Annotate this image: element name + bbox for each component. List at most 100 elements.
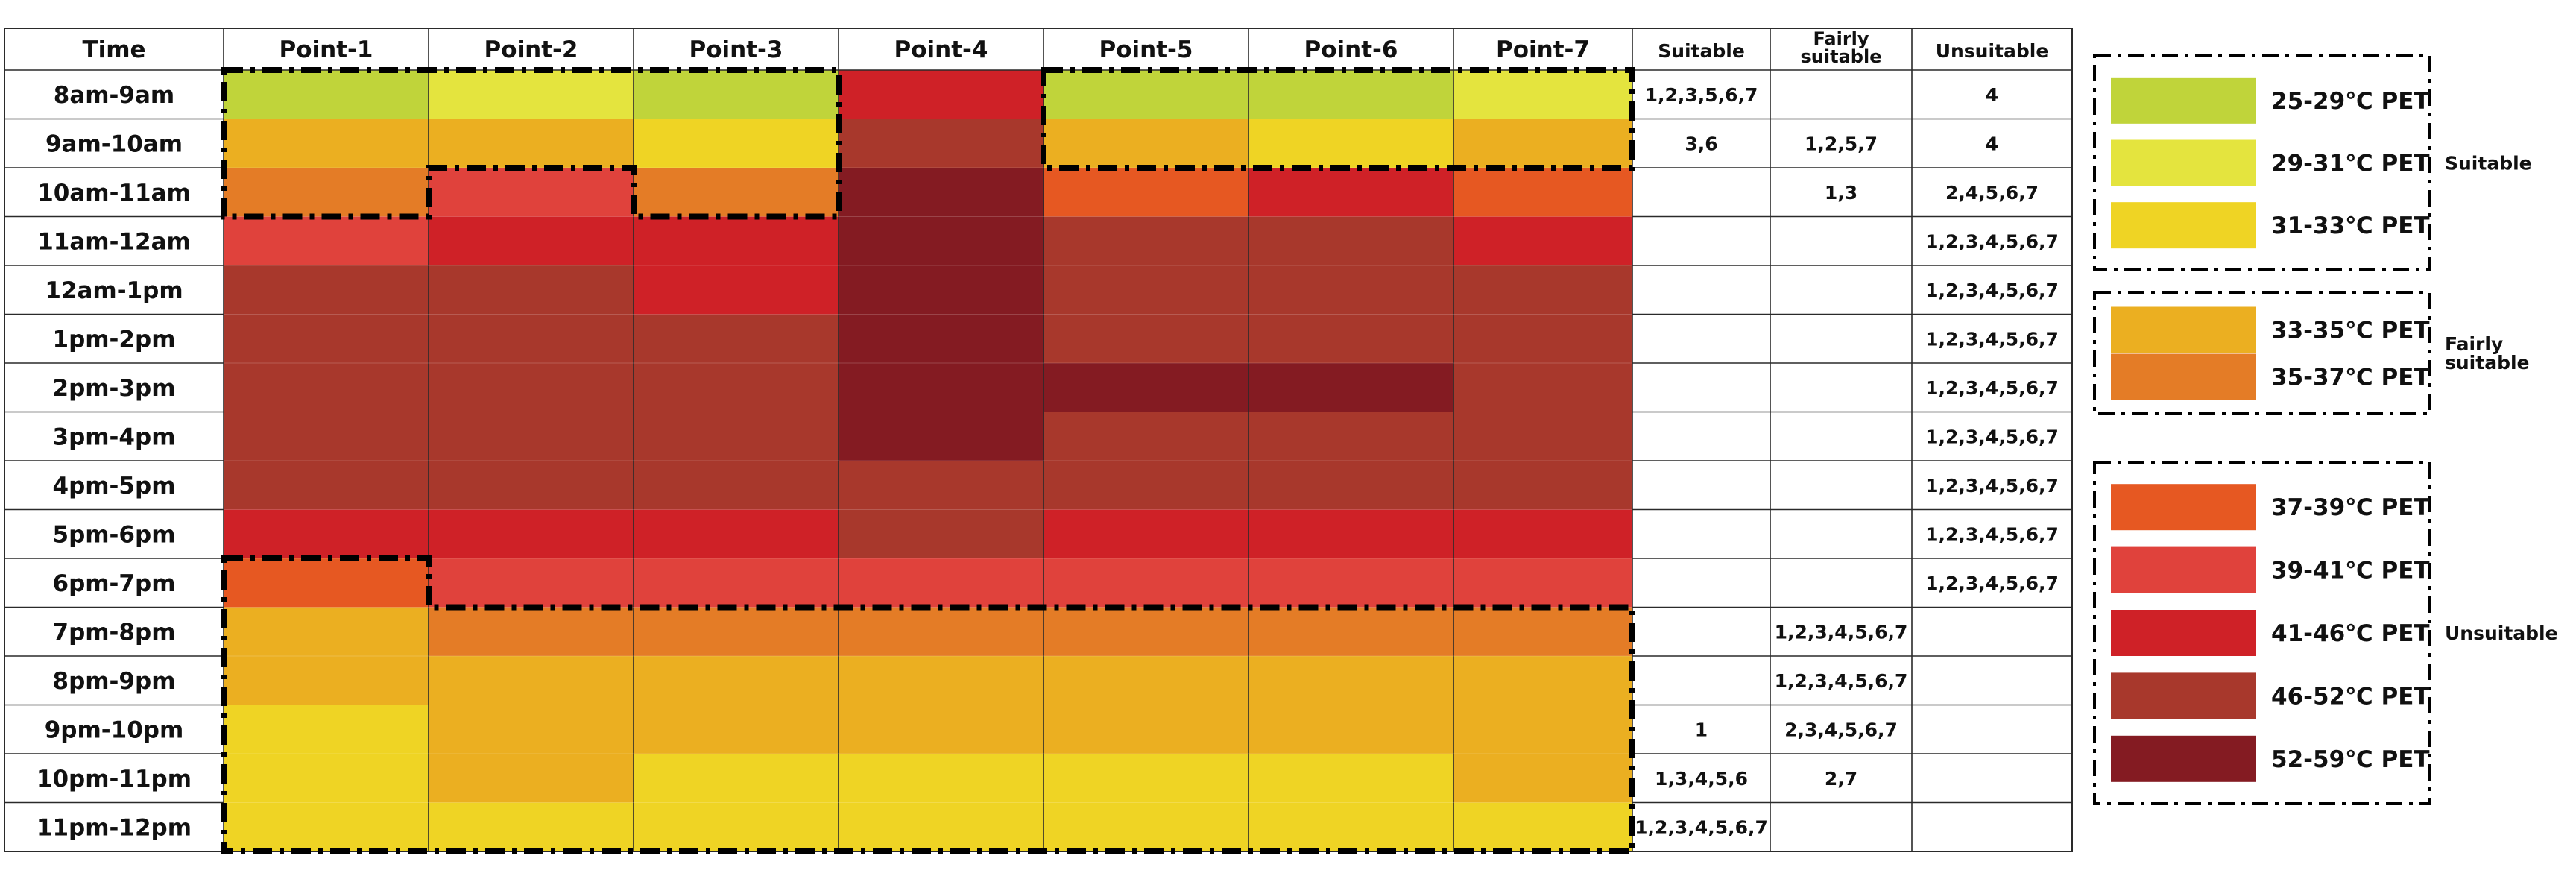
legend-swatch <box>2111 610 2256 656</box>
heatmap-cell <box>1453 265 1632 315</box>
heatmap-cell <box>634 461 839 510</box>
unsuitable-points: 1,2,3,4,5,6,7 <box>1925 230 2059 252</box>
heatmap-cell <box>1248 705 1453 754</box>
time-row-label: 10pm-11pm <box>37 766 192 792</box>
heatmap-cell <box>1248 754 1453 803</box>
legend-range-label: 33-35℃ PET <box>2271 318 2430 344</box>
legend-category-label: Suitable <box>2445 153 2532 174</box>
heatmap-cell <box>429 705 634 754</box>
heatmap-cell <box>429 265 634 315</box>
heatmap-cell <box>634 265 839 315</box>
unsuitable-points: 2,4,5,6,7 <box>1945 182 2039 204</box>
heatmap-cell <box>1044 705 1248 754</box>
fairly-suitable-points: 2,3,4,5,6,7 <box>1784 719 1898 740</box>
heatmap-cell <box>1453 412 1632 461</box>
unsuitable-points: 1,2,3,4,5,6,7 <box>1925 328 2059 350</box>
heatmap-cell <box>224 558 429 608</box>
heatmap-cell <box>1453 168 1632 217</box>
legend-range-label: 39-41℃ PET <box>2271 558 2430 584</box>
heatmap-cell <box>1453 363 1632 412</box>
heatmap-cell <box>634 509 839 558</box>
unsuitable-points: 1,2,3,4,5,6,7 <box>1925 280 2059 301</box>
heatmap-cell <box>224 70 429 119</box>
heatmap-cell <box>634 558 839 608</box>
time-row-label: 12am-1pm <box>45 277 183 304</box>
time-row-label: 3pm-4pm <box>53 423 176 450</box>
morning-outline-right <box>1041 67 1635 171</box>
heatmap-cell <box>1044 656 1248 705</box>
heatmap-cell <box>839 754 1044 803</box>
table-labels: Time Point-1 Point-2 Point-3 Point-4 Point-5 P… <box>37 28 2059 841</box>
suitable-points: 1 <box>1695 719 1708 740</box>
heatmap-cell <box>1453 461 1632 510</box>
heatmap-cell <box>634 216 839 265</box>
heatmap-cell <box>1453 119 1632 168</box>
heatmap-cell <box>224 656 429 705</box>
heatmap-cell <box>224 265 429 315</box>
heatmap-cell <box>429 70 634 119</box>
time-row-label: 11am-12am <box>37 228 191 255</box>
heatmap-cell <box>839 168 1044 217</box>
heatmap-cell <box>429 607 634 656</box>
heatmap-cell <box>429 119 634 168</box>
pet-legend: 25-29℃ PET 29-31℃ PET 31-33℃ PET Suitable 33… <box>2093 54 2558 805</box>
legend-group-box <box>2093 54 2431 271</box>
time-row-label: 8am-9am <box>54 82 174 109</box>
heatmap-cell <box>634 119 839 168</box>
heatmap-cell <box>839 314 1044 363</box>
unsuitable-points: 1,2,3,4,5,6,7 <box>1925 377 2059 399</box>
heatmap-cell <box>429 461 634 510</box>
heatmap-cell <box>839 656 1044 705</box>
heatmap-cell <box>1044 216 1248 265</box>
heatmap-cell <box>1248 656 1453 705</box>
time-header: Time <box>82 37 145 63</box>
heatmap-cell <box>1248 509 1453 558</box>
legend-category-label: Unsuitable <box>2445 623 2558 644</box>
heatmap-cell <box>429 754 634 803</box>
heatmap-cell <box>1248 607 1453 656</box>
legend-range-label: 35-37℃ PET <box>2271 365 2430 391</box>
unsuitable-points: 1,2,3,4,5,6,7 <box>1925 426 2059 447</box>
legend-category-label: Fairly suitable <box>2445 333 2530 374</box>
heatmap-cell <box>839 265 1044 315</box>
time-row-label: 1pm-2pm <box>53 326 176 353</box>
legend-group-box <box>2093 461 2431 805</box>
heatmap-cell <box>1044 754 1248 803</box>
heatmap-cell <box>1044 70 1248 119</box>
heatmap-cells <box>224 70 1632 851</box>
heatmap-cell <box>1453 656 1632 705</box>
heatmap-cell <box>1044 802 1248 851</box>
time-row-label: 9am-10am <box>45 130 183 157</box>
heatmap-cell <box>224 363 429 412</box>
unsuitable-points: 1,2,3,4,5,6,7 <box>1925 523 2059 545</box>
unsuitable-points: 1,2,3,4,5,6,7 <box>1925 475 2059 497</box>
point-header: Point-3 <box>689 37 783 63</box>
heatmap-cell <box>1248 265 1453 315</box>
time-row-label: 9pm-10pm <box>45 716 184 743</box>
suitable-points: 1,3,4,5,6 <box>1655 768 1748 790</box>
heatmap-cell <box>839 509 1044 558</box>
heatmap-cell <box>634 314 839 363</box>
time-row-label: 11pm-12pm <box>37 814 192 841</box>
fairly-suitable-points: 1,2,3,4,5,6,7 <box>1775 670 1908 692</box>
legend-swatch <box>2111 546 2256 593</box>
evening-outline <box>221 555 1635 854</box>
legend-range-label: 31-33℃ PET <box>2271 212 2430 239</box>
heatmap-cell <box>839 705 1044 754</box>
fairly-suitable-points: 2,7 <box>1825 768 1857 790</box>
unsuitable-points: 1,2,3,4,5,6,7 <box>1925 573 2059 594</box>
legend-range-label: 52-59℃ PET <box>2271 746 2430 773</box>
heatmap-cell <box>1453 558 1632 608</box>
legend-range-label: 25-29℃ PET <box>2271 88 2430 115</box>
heatmap-cell <box>1248 119 1453 168</box>
heatmap-cell <box>429 509 634 558</box>
heatmap-cell <box>1044 363 1248 412</box>
time-row-label: 7pm-8pm <box>53 619 176 646</box>
point-header: Point-2 <box>484 37 578 63</box>
time-row-label: 10am-11am <box>37 180 191 207</box>
heatmap-cell <box>634 70 839 119</box>
legend-range-label: 29-31℃ PET <box>2271 151 2430 177</box>
heatmap-cell <box>634 607 839 656</box>
fairly-suitable-header: Fairly suitable <box>1801 28 1882 67</box>
